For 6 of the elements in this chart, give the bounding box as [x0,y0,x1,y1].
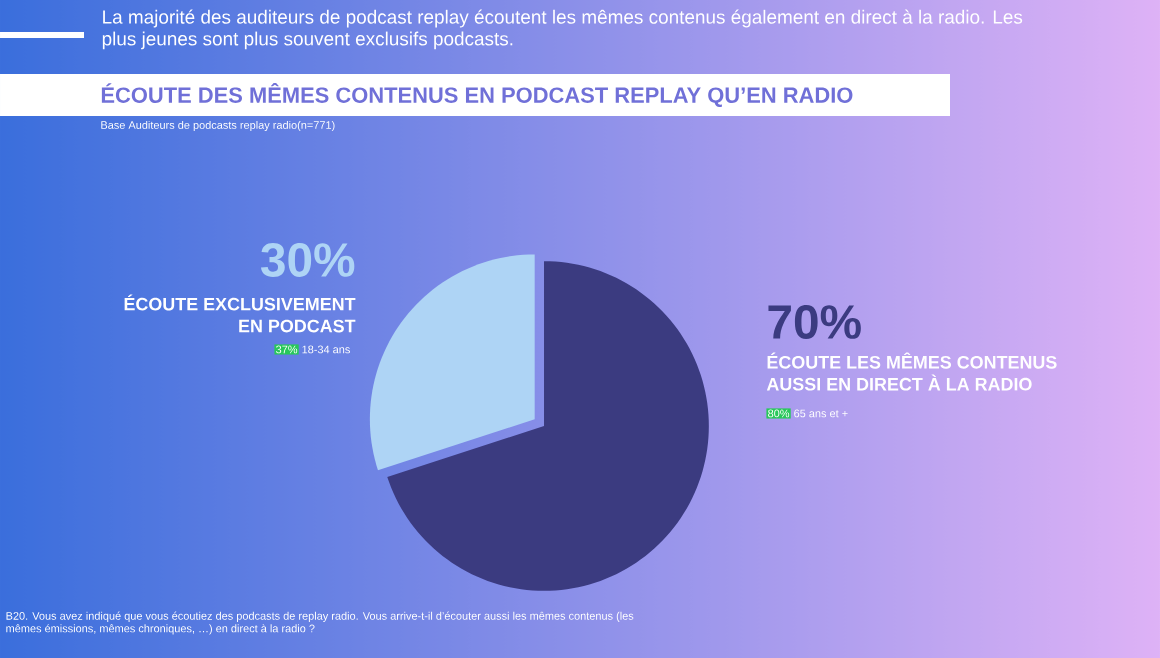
data-label: 30% [260,243,355,277]
chart-title: ÉCOUTE DES MÊMES CONTENUS EN PODCAST REPLAY QU’EN RADIO [101,83,853,107]
data-label: 70% [768,305,861,339]
slice-label: ÉCOUTE EXCLUSIVEMENT EN PODCAST [124,294,356,333]
slice-label: ÉCOUTE LES MÊMES CONTENUS AUSSI EN DIRECT À LA RADIO [766,352,1057,391]
text: La majorité des auditeurs de podcast replay écoutent les mêmes contenus également en direct à la radio. Les plus jeunes sont plus souvent exclusifs podcasts. [102,9,1023,50]
